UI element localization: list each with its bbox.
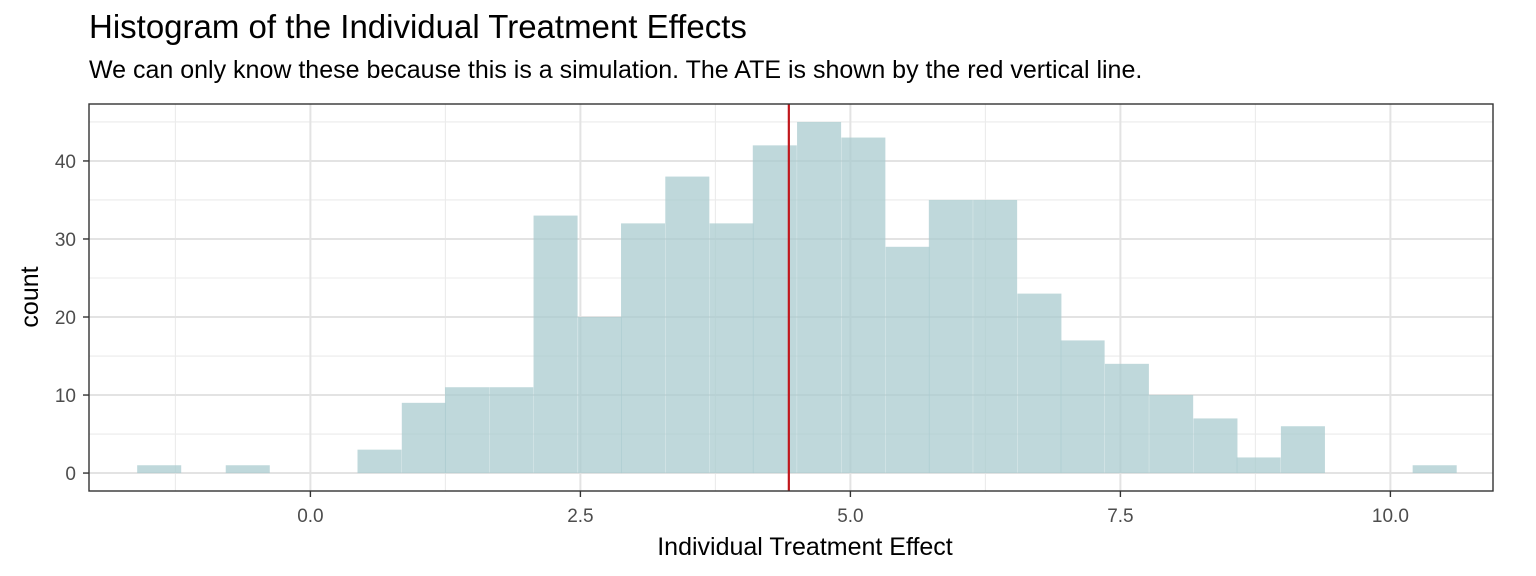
histogram-bar xyxy=(752,145,797,474)
x-tick-label: 0.0 xyxy=(297,506,323,527)
histogram-bar xyxy=(621,223,666,474)
histogram-bar xyxy=(225,465,270,474)
chart-subtitle: We can only know these because this is a… xyxy=(89,56,1143,84)
histogram-bar xyxy=(444,387,490,474)
x-axis-ticks: 0.0 2.5 5.0 7.5 10.0 xyxy=(297,491,1409,527)
histogram-bar xyxy=(1412,465,1457,474)
y-tick-label: 40 xyxy=(55,152,76,173)
histogram-bar xyxy=(137,465,182,474)
x-tick-label: 5.0 xyxy=(837,506,863,527)
histogram-bars xyxy=(137,121,1457,474)
y-tick-label: 10 xyxy=(55,386,76,407)
y-axis-label: count xyxy=(16,266,44,327)
histogram-bar xyxy=(841,137,886,474)
histogram-bar xyxy=(1193,418,1238,474)
histogram-bar xyxy=(533,215,578,474)
histogram-bar xyxy=(1104,363,1149,474)
y-tick-label: 30 xyxy=(55,230,76,251)
histogram-bar xyxy=(577,317,622,474)
histogram-bar xyxy=(489,387,534,474)
chart-title: Histogram of the Individual Treatment Ef… xyxy=(89,8,747,45)
histogram-bar xyxy=(1149,395,1194,474)
histogram-bar xyxy=(401,402,446,474)
histogram-bar xyxy=(1280,426,1325,474)
histogram-bar xyxy=(1236,457,1281,474)
histogram-bar xyxy=(357,449,402,474)
y-tick-label: 0 xyxy=(65,464,76,485)
x-tick-label: 2.5 xyxy=(567,506,593,527)
histogram-bar xyxy=(1017,293,1062,474)
x-tick-label: 7.5 xyxy=(1107,506,1133,527)
histogram-bar xyxy=(885,246,930,474)
histogram-bar xyxy=(973,199,1018,474)
histogram-bar xyxy=(928,199,973,474)
y-axis-ticks: 0 10 20 30 40 xyxy=(55,152,89,485)
histogram-bar xyxy=(709,223,754,474)
histogram-bar xyxy=(665,176,710,474)
histogram-bar xyxy=(1060,340,1105,474)
x-tick-label: 10.0 xyxy=(1372,506,1409,527)
panel-border xyxy=(88,103,1494,492)
y-tick-label: 20 xyxy=(55,308,76,329)
histogram-bar xyxy=(797,121,842,474)
x-axis-label: Individual Treatment Effect xyxy=(657,533,953,561)
